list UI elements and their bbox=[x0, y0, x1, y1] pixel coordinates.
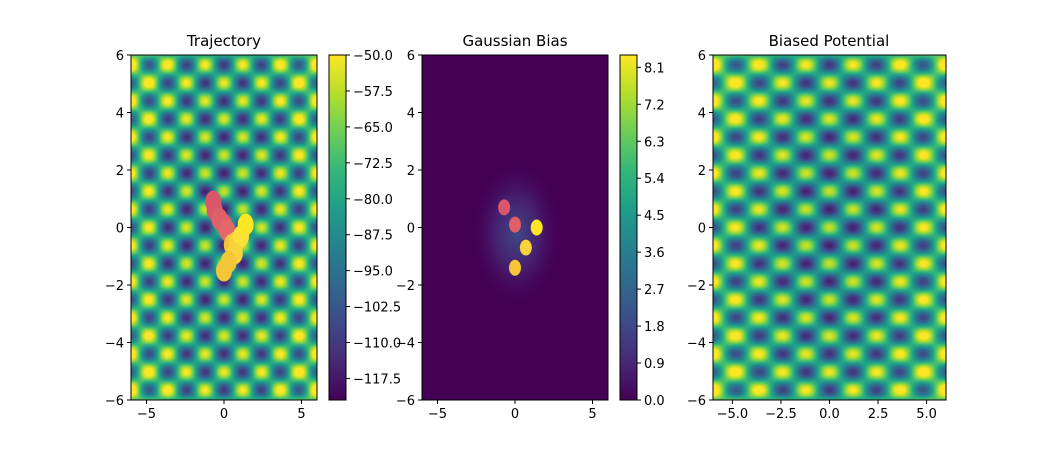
trajectory-colorbar: −50.0 −57.5 −65.0 −72.5 −80.0 −87.5 −95.0 −102.… bbox=[328, 49, 401, 401]
y-tick-label: 0 bbox=[407, 222, 415, 237]
colorbar-tick-label: −50.0 bbox=[353, 49, 393, 64]
trajectory-title: Trajectory bbox=[186, 32, 261, 50]
gaussian-bias-colorbar-frame bbox=[619, 54, 638, 401]
y-tick-label: −6 bbox=[687, 394, 706, 409]
bias-hotspot bbox=[519, 239, 532, 256]
trajectory-colorbar-frame bbox=[328, 54, 347, 401]
y-tick-label: −6 bbox=[396, 394, 415, 409]
colorbar-tick-label: −117.5 bbox=[353, 372, 401, 387]
y-tick-label: −2 bbox=[396, 279, 415, 294]
colorbar-tick-label: −110.0 bbox=[353, 337, 401, 352]
biased-potential-heatmap bbox=[713, 55, 946, 400]
biased-potential-title: Biased Potential bbox=[769, 32, 890, 50]
y-tick-label: −2 bbox=[687, 279, 706, 294]
y-tick-label: 0 bbox=[698, 222, 706, 237]
gaussian-bias-colorbar-fill bbox=[620, 55, 637, 400]
colorbar-tick-label: 8.1 bbox=[644, 61, 665, 76]
colorbar-tick-label: −57.5 bbox=[353, 85, 393, 100]
colorbar-tick-label: −95.0 bbox=[353, 265, 393, 280]
x-tick-label: 0.0 bbox=[819, 407, 840, 422]
trajectory-colorbar-ticks: −50.0 −57.5 −65.0 −72.5 −80.0 −87.5 −95.0 −102.… bbox=[346, 49, 401, 387]
y-tick-label: 6 bbox=[698, 49, 706, 64]
colorbar-tick-label: 7.2 bbox=[644, 98, 665, 113]
colorbar-tick-label: 2.7 bbox=[644, 283, 665, 298]
colorbar-tick-label: 6.3 bbox=[644, 135, 665, 150]
y-tick-label: −4 bbox=[687, 337, 706, 352]
x-tick-label: 5 bbox=[588, 407, 596, 422]
colorbar-tick-label: 5.4 bbox=[644, 172, 665, 187]
y-tick-label: 4 bbox=[407, 107, 415, 122]
trajectory-points bbox=[205, 190, 254, 282]
y-tick-label: 2 bbox=[407, 164, 415, 179]
trajectory-y-ticks: −6 −4 −2 0 2 4 6 bbox=[105, 49, 131, 409]
colorbar-tick-label: −87.5 bbox=[353, 229, 393, 244]
bias-hotspot bbox=[509, 216, 521, 233]
bias-glow bbox=[471, 161, 562, 306]
x-tick-label: 5 bbox=[297, 407, 305, 422]
x-tick-label: 0 bbox=[220, 407, 228, 422]
y-tick-label: 6 bbox=[116, 49, 124, 64]
x-tick-label: −5 bbox=[428, 407, 447, 422]
colorbar-tick-label: −80.0 bbox=[353, 193, 393, 208]
y-tick-label: −4 bbox=[396, 337, 415, 352]
colorbar-tick-label: 1.8 bbox=[644, 320, 665, 335]
bias-hotspot bbox=[498, 199, 511, 216]
trajectory-colorbar-fill bbox=[329, 55, 346, 400]
y-tick-label: 4 bbox=[116, 107, 124, 122]
y-tick-label: 2 bbox=[698, 164, 706, 179]
x-tick-label: −5.0 bbox=[717, 407, 749, 422]
gaussian-bias-panel: Gaussian Bias −5 0 5 −6 −4 −2 0 2 4 6 bbox=[396, 32, 609, 422]
y-tick-label: −6 bbox=[105, 394, 124, 409]
gaussian-bias-colorbar: 0.0 0.9 1.8 2.7 3.6 4.5 5.4 6.3 7.2 8.1 bbox=[619, 54, 665, 409]
bias-hotspot bbox=[509, 259, 521, 276]
gaussian-bias-colorbar-ticks: 0.0 0.9 1.8 2.7 3.6 4.5 5.4 6.3 7.2 8.1 bbox=[637, 61, 665, 409]
colorbar-tick-label: 3.6 bbox=[644, 246, 665, 261]
y-tick-label: −4 bbox=[105, 337, 124, 352]
y-tick-label: 4 bbox=[698, 107, 706, 122]
y-tick-label: 2 bbox=[116, 164, 124, 179]
x-tick-label: −5 bbox=[137, 407, 156, 422]
x-tick-label: 2.5 bbox=[868, 407, 889, 422]
y-tick-label: 0 bbox=[116, 222, 124, 237]
colorbar-tick-label: 0.0 bbox=[644, 394, 665, 409]
colorbar-tick-label: −65.0 bbox=[353, 121, 393, 136]
gaussian-bias-x-ticks: −5 0 5 bbox=[428, 400, 597, 422]
colorbar-tick-label: 4.5 bbox=[644, 209, 665, 224]
colorbar-tick-label: −72.5 bbox=[353, 157, 393, 172]
y-tick-label: −2 bbox=[105, 279, 124, 294]
biased-potential-y-ticks: −6 −4 −2 0 2 4 6 bbox=[687, 49, 713, 409]
trajectory-panel: Trajectory −5 0 5 −6 −4 −2 0 2 4 6 bbox=[105, 32, 318, 422]
trajectory-point bbox=[237, 213, 254, 236]
bias-hotspot bbox=[530, 219, 543, 236]
biased-potential-panel: Biased Potential −5.0 −2.5 0.0 2.5 5.0 −6−4−… bbox=[687, 32, 947, 422]
gaussian-bias-title: Gaussian Bias bbox=[462, 32, 567, 50]
gaussian-bias-y-ticks: −6 −4 −2 0 2 4 6 bbox=[396, 49, 422, 409]
x-tick-label: 0 bbox=[511, 407, 519, 422]
y-tick-label: 6 bbox=[407, 49, 415, 64]
trajectory-point bbox=[216, 259, 232, 282]
biased-potential-x-ticks: −5.0 −2.5 0.0 2.5 5.0 bbox=[717, 400, 937, 422]
gaussian-bias-hotspots bbox=[471, 161, 562, 306]
x-tick-label: 5.0 bbox=[916, 407, 937, 422]
colorbar-tick-label: 0.9 bbox=[644, 357, 665, 372]
x-tick-label: −2.5 bbox=[765, 407, 797, 422]
trajectory-x-ticks: −5 0 5 bbox=[137, 400, 306, 422]
colorbar-tick-label: −102.5 bbox=[353, 301, 401, 316]
